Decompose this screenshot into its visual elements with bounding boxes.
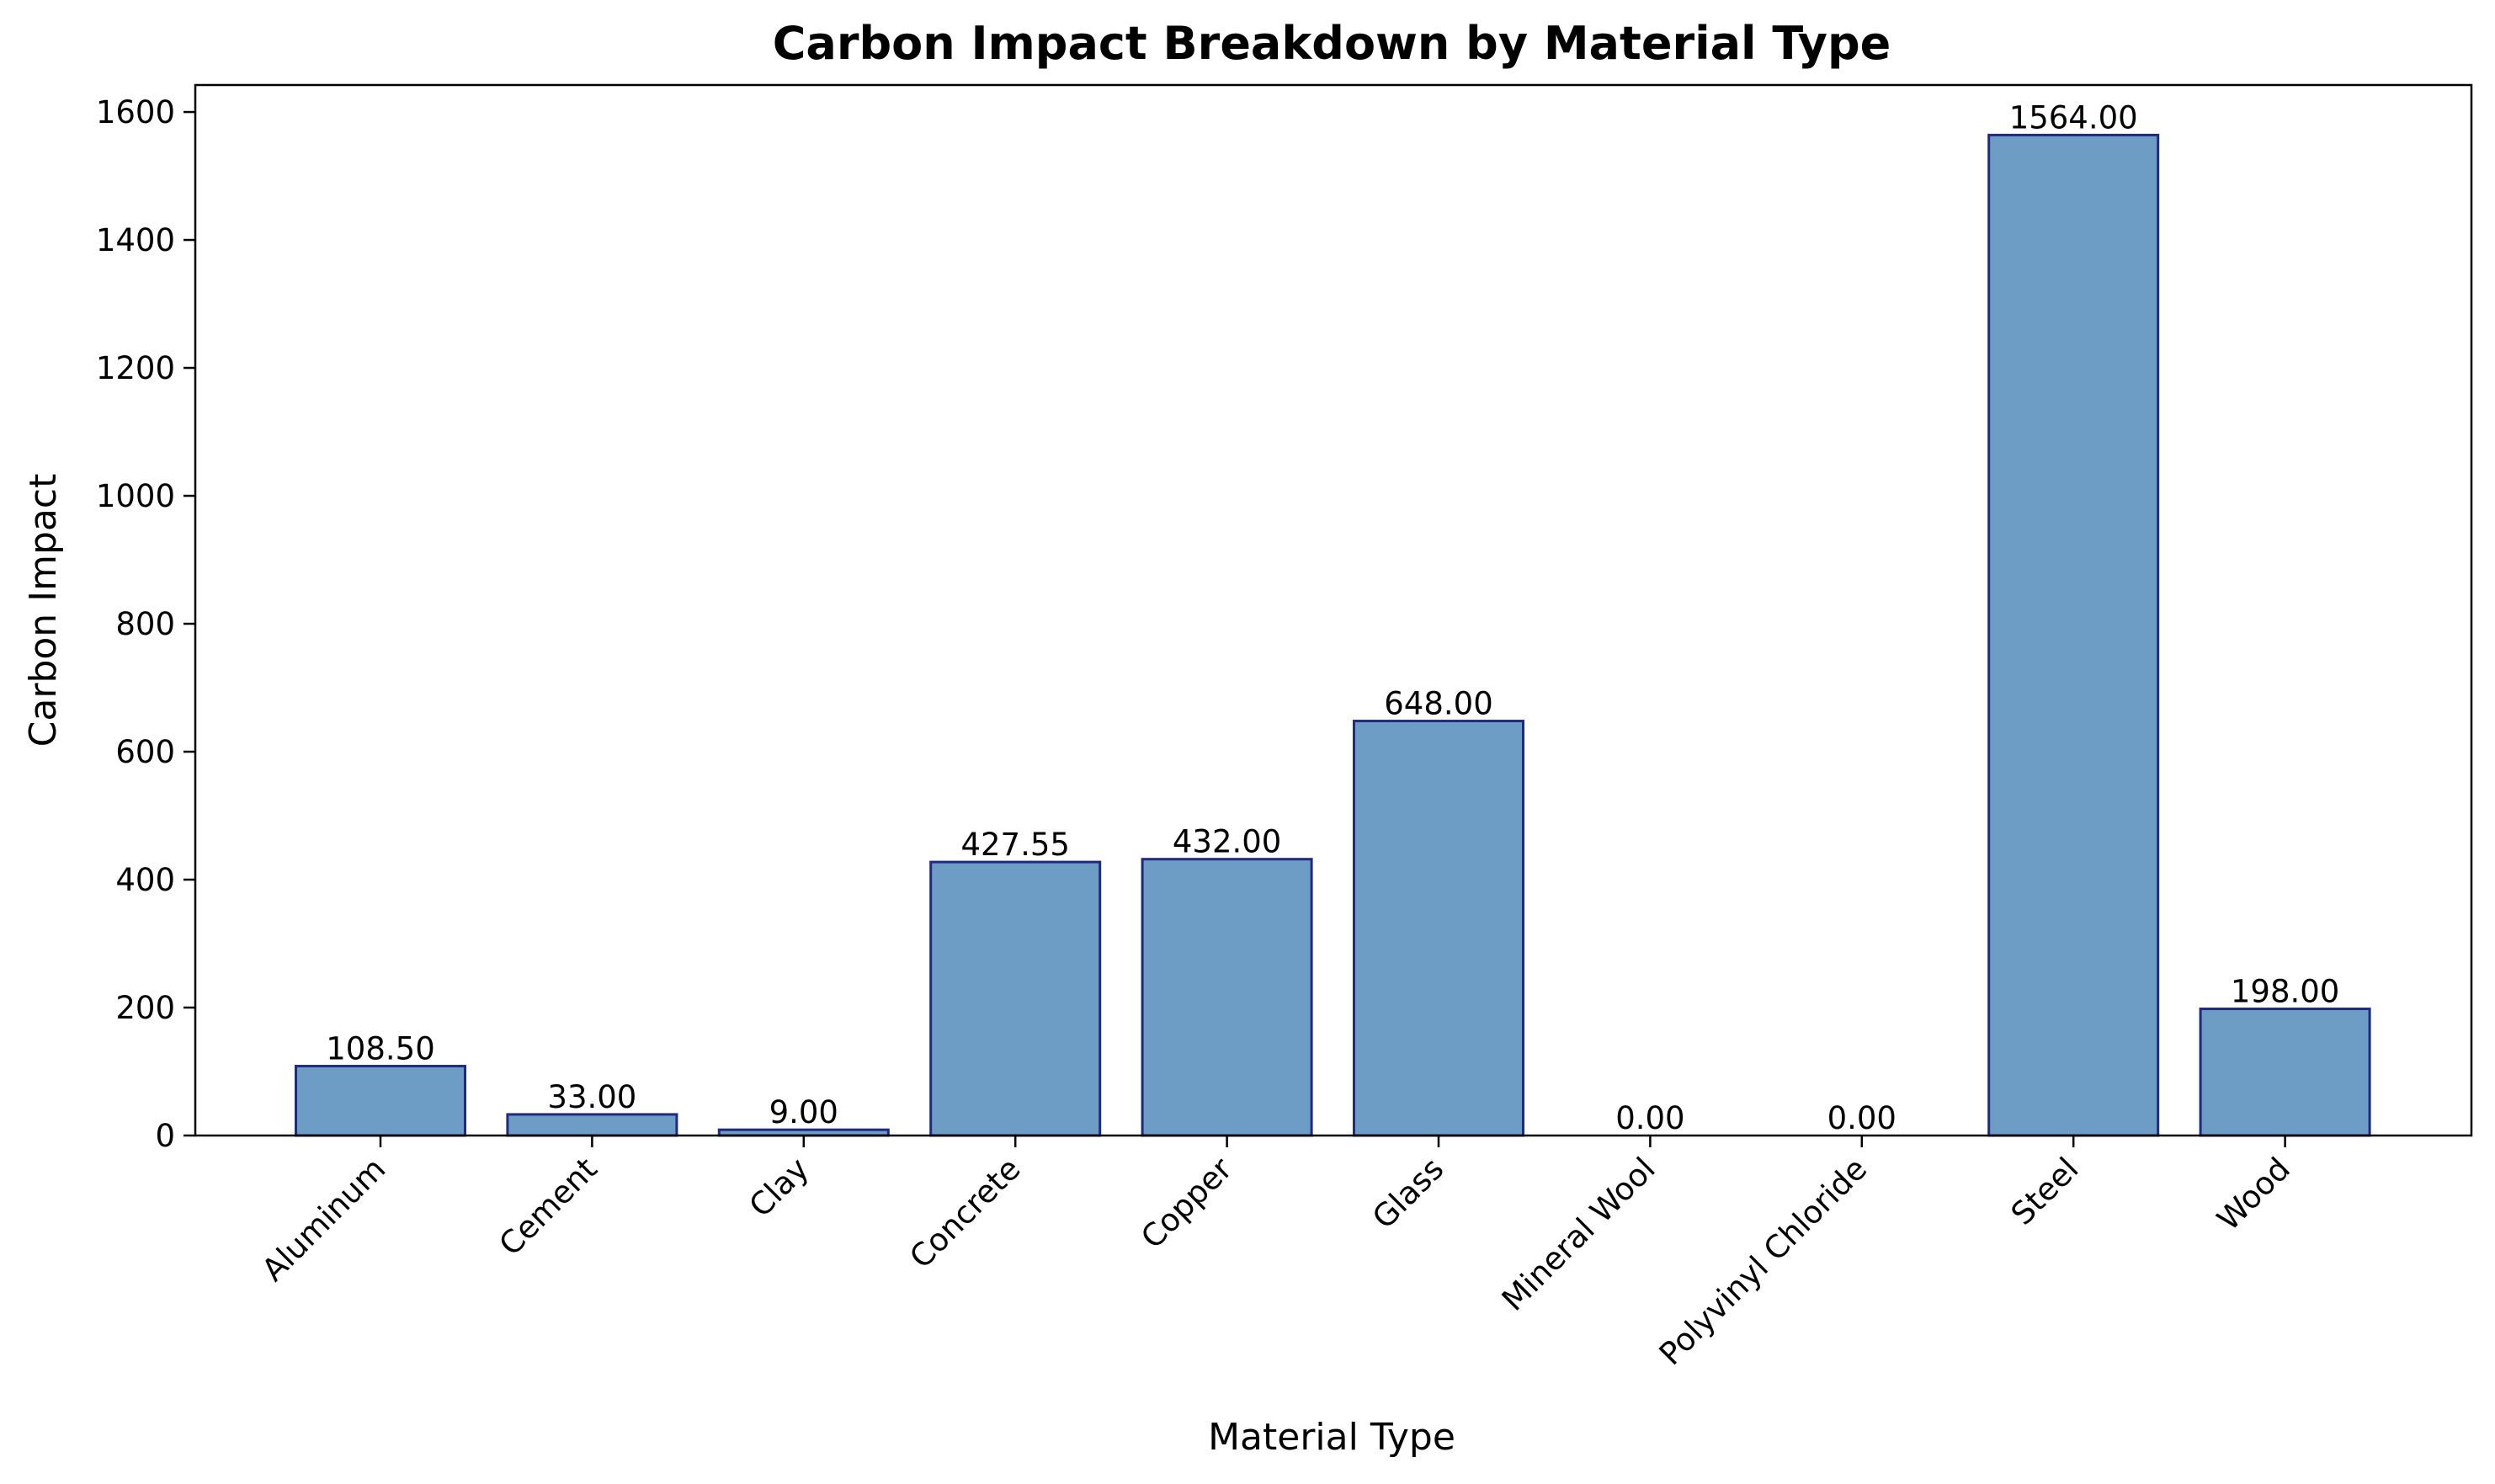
y-tick-label: 400 (115, 862, 175, 898)
bar-value-label: 9.00 (769, 1094, 838, 1130)
y-tick-label: 200 (115, 990, 175, 1026)
x-tick-label: Concrete (902, 1151, 1027, 1275)
bar (1987, 133, 2160, 1137)
bar-value-label: 1564.00 (2009, 99, 2138, 136)
bar (929, 860, 1102, 1137)
y-axis-ticks: 0 200 400 600 800 1000 1200 1400 1600 (96, 94, 195, 1154)
bar-value-label: 108.50 (326, 1031, 434, 1067)
x-tick-label: Glass (1365, 1151, 1450, 1236)
x-tick-label: Steel (2004, 1151, 2086, 1232)
bar (2199, 1008, 2371, 1137)
bar-value-label: 432.00 (1173, 824, 1281, 860)
bar (295, 1065, 466, 1137)
plot-frame (194, 83, 2473, 1137)
x-tick-label: Wood (2210, 1151, 2297, 1237)
x-tick-label: Copper (1134, 1150, 1239, 1255)
bar-value-label: 648.00 (1384, 686, 1492, 722)
x-tick-label: Clay (742, 1151, 816, 1224)
bar-value-label: 0.00 (1827, 1100, 1897, 1136)
bar-value-label: 33.00 (547, 1079, 636, 1115)
bar (1353, 720, 1524, 1137)
x-axis-label: Material Type (1208, 1416, 1455, 1459)
bar-value-label: 427.55 (960, 827, 1069, 863)
bars-group (295, 133, 2371, 1137)
x-tick-label: Polyvinyl Chloride (1652, 1151, 1874, 1372)
data-labels-group: 108.50 33.00 9.00 427.55 432.00 648.00 0.00 0.0… (326, 99, 2339, 1136)
y-tick-label: 600 (115, 734, 175, 770)
x-tick-label: Mineral Wool (1495, 1151, 1662, 1318)
x-axis-ticks: Aluminum Cement Clay Concrete Copper Glass Min… (255, 1136, 2297, 1372)
y-tick-label: 1400 (96, 222, 175, 258)
y-axis-label: Carbon Impact (22, 474, 65, 747)
bar (506, 1113, 678, 1137)
bar (1141, 858, 1313, 1137)
x-tick-label: Aluminum (255, 1151, 393, 1289)
bar-value-label: 0.00 (1615, 1100, 1684, 1136)
y-tick-label: 1000 (96, 478, 175, 514)
x-tick-label: Cement (492, 1151, 604, 1263)
y-tick-label: 1600 (96, 94, 175, 130)
y-tick-label: 0 (155, 1118, 175, 1154)
bar-value-label: 198.00 (2231, 974, 2339, 1010)
chart-title: Carbon Impact Breakdown by Material Type (773, 17, 1891, 70)
y-tick-label: 800 (115, 606, 175, 642)
y-tick-label: 1200 (96, 350, 175, 386)
